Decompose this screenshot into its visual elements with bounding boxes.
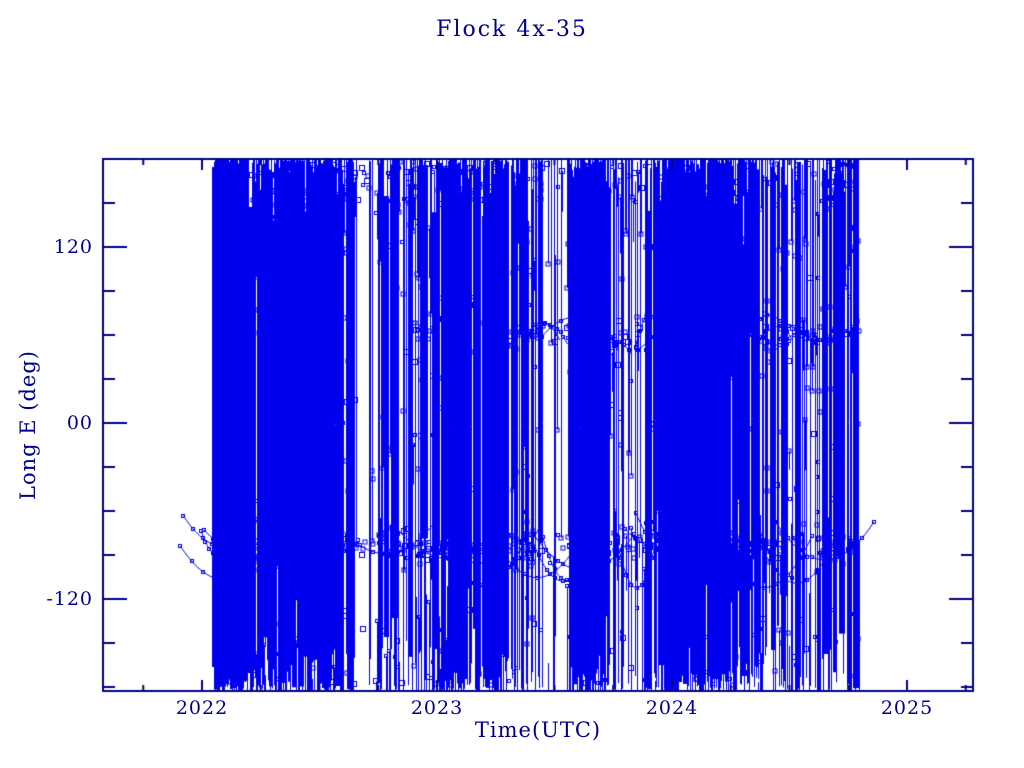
x-tick-label: 2022 xyxy=(175,697,229,719)
y-tick-label: 00 xyxy=(66,412,93,434)
x-tick-label: 2025 xyxy=(880,697,934,719)
y-tick-label: -120 xyxy=(46,588,93,610)
chart-title: Flock 4x-35 xyxy=(436,17,588,42)
y-tick-label: 120 xyxy=(53,236,93,258)
x-tick-label: 2024 xyxy=(645,697,699,719)
y-axis-label: Long E (deg) xyxy=(16,350,40,500)
x-tick-label: 2023 xyxy=(410,697,464,719)
x-axis-label: Time(UTC) xyxy=(474,718,602,742)
